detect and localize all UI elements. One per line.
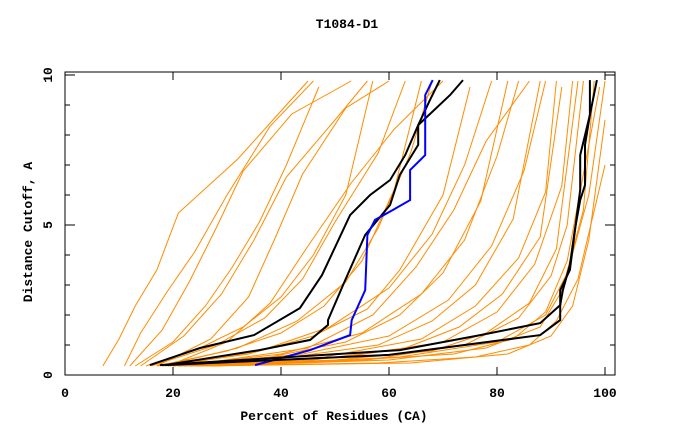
model-series-line	[194, 80, 584, 367]
model-series-line	[102, 80, 309, 367]
chart-title: T1084-D1	[316, 17, 379, 32]
highlight-series-black	[149, 79, 464, 367]
x-axis-label: Percent of Residues (CA)	[240, 409, 427, 424]
y-tick-label: 5	[41, 221, 56, 229]
model-series-line	[183, 80, 530, 367]
model-series-line	[156, 80, 390, 367]
plot-frame	[64, 71, 616, 376]
y-tick-label: 0	[41, 371, 56, 379]
model-series-line	[167, 80, 444, 367]
model-series-line	[156, 80, 422, 367]
highlight-series-black	[164, 79, 441, 367]
model-series-line	[210, 80, 595, 367]
model-series-line	[162, 80, 433, 367]
x-tick-label: 60	[381, 386, 397, 401]
model-series-line	[205, 119, 606, 367]
model-series-line	[123, 80, 314, 367]
series-group	[102, 79, 606, 367]
model-series-line	[129, 80, 352, 367]
model-series-line	[178, 80, 520, 367]
x-tick-label: 100	[593, 386, 617, 401]
x-tick-label: 80	[489, 386, 505, 401]
x-tick-label: 0	[61, 386, 69, 401]
model-series-line	[178, 86, 563, 367]
model-series-line	[140, 80, 368, 367]
x-tick-label: 20	[165, 386, 181, 401]
y-tick-label: 10	[41, 67, 56, 83]
highlight-series-black	[164, 80, 591, 367]
model-series-line	[162, 86, 471, 367]
model-series-line	[183, 80, 547, 367]
model-series-line	[134, 86, 320, 367]
highlight-series-blue	[254, 79, 434, 367]
model-series-line	[216, 80, 606, 367]
y-axis-label: Distance Cutoff, A	[21, 162, 36, 303]
x-tick-label: 40	[273, 386, 289, 401]
model-series-line	[183, 80, 579, 367]
axis-ticks	[64, 72, 615, 376]
